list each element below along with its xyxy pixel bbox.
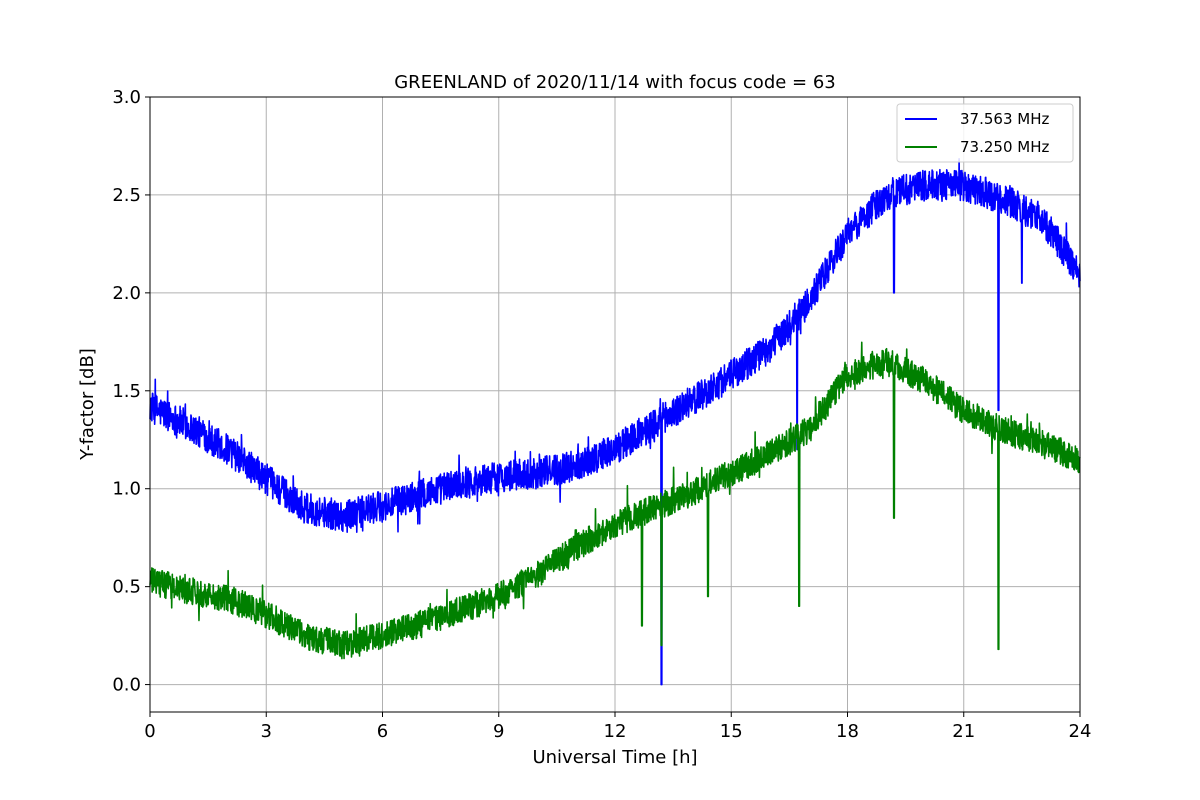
x-tick-label: 3 — [261, 721, 272, 742]
x-tick-label: 18 — [836, 721, 859, 742]
x-tick-label: 15 — [720, 721, 743, 742]
x-tick-label: 21 — [952, 721, 975, 742]
y-tick-label: 2.5 — [112, 185, 141, 206]
x-tick-label: 9 — [493, 721, 504, 742]
x-axis-title: Universal Time [h] — [532, 747, 697, 768]
x-tick-label: 6 — [377, 721, 388, 742]
series-line-37mhz — [149, 158, 1081, 686]
series-line-73mhz — [149, 341, 1081, 660]
y-tick-label: 0.0 — [112, 675, 141, 696]
chart-title: GREENLAND of 2020/11/14 with focus code … — [394, 72, 836, 93]
x-tick-label: 12 — [604, 721, 627, 742]
x-axis: 0 3 6 9 12 15 18 21 24 — [144, 712, 1091, 742]
series-layer — [149, 158, 1081, 686]
legend: 37.563 MHz 73.250 MHz — [896, 103, 1074, 163]
x-tick-label: 0 — [144, 721, 155, 742]
y-axis-title: Y-factor [dB] — [77, 348, 98, 461]
legend-label-37mhz: 37.563 MHz — [960, 110, 1049, 128]
x-tick-label: 24 — [1069, 721, 1092, 742]
legend-box — [896, 103, 1074, 163]
y-axis: 0.0 0.5 1.0 1.5 2.0 2.5 3.0 — [112, 87, 150, 696]
y-tick-label: 1.5 — [112, 381, 141, 402]
y-tick-label: 3.0 — [112, 87, 141, 108]
y-tick-label: 2.0 — [112, 283, 141, 304]
legend-label-73mhz: 73.250 MHz — [960, 138, 1049, 156]
y-tick-label: 1.0 — [112, 479, 141, 500]
y-tick-label: 0.5 — [112, 577, 141, 598]
